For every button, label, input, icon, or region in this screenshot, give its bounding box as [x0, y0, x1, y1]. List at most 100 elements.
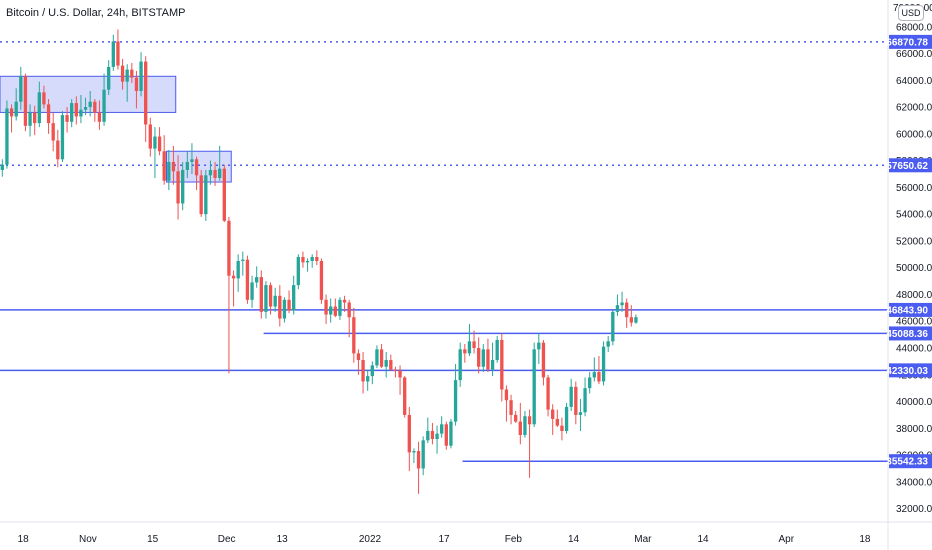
- candle-body: [194, 159, 199, 176]
- candle-body: [606, 341, 610, 347]
- candle-body: [541, 342, 546, 378]
- candle-body: [611, 311, 615, 342]
- candle-body: [9, 108, 14, 117]
- candle-body: [583, 388, 587, 413]
- candle-body: [42, 92, 46, 105]
- candle-body: [467, 341, 472, 354]
- candle-body: [578, 412, 583, 415]
- candle-body: [449, 421, 453, 446]
- candle-body: [407, 414, 411, 453]
- candle-body: [162, 151, 166, 181]
- price-tick-label: 50000.00: [896, 263, 932, 274]
- level-price-tag-label: 42330.03: [886, 366, 928, 377]
- candle-body: [324, 299, 328, 315]
- candle-body: [255, 277, 259, 283]
- price-tick-label: 48000.00: [896, 290, 932, 301]
- candle-body: [102, 89, 106, 122]
- candle-body: [435, 433, 439, 440]
- time-tick-label: 18: [18, 534, 30, 545]
- candle-body: [384, 360, 388, 367]
- candle-body: [292, 285, 296, 311]
- candles-layer: [0, 29, 638, 494]
- candle-body: [236, 261, 240, 279]
- candle-body: [273, 295, 277, 307]
- candle-body: [629, 317, 633, 323]
- time-tick-label: Dec: [218, 534, 236, 545]
- candle-body: [412, 451, 416, 453]
- candle-body: [222, 168, 226, 221]
- price-tick-label: 40000.00: [896, 397, 932, 408]
- level-price-tag-label: 45088.36: [886, 329, 928, 340]
- candle-body: [393, 369, 398, 371]
- level-price-tag: [889, 34, 932, 49]
- candle-body: [130, 69, 134, 78]
- price-tick-label: 64000.00: [896, 76, 932, 87]
- candle-body: [305, 261, 310, 263]
- candle-body: [199, 175, 203, 215]
- candle-body: [208, 169, 213, 176]
- candle-body: [370, 365, 374, 377]
- time-tick-label: Feb: [505, 534, 523, 545]
- level-price-tag: [889, 454, 932, 469]
- price-tick-label: 52000.00: [896, 236, 932, 247]
- candle-body: [338, 299, 342, 316]
- candle-body: [51, 123, 55, 141]
- candle-body: [282, 299, 287, 319]
- level-price-tag-label: 35542.33: [886, 457, 928, 468]
- candle-body: [310, 256, 314, 261]
- candle-body: [176, 171, 180, 204]
- currency-button[interactable]: USD: [898, 5, 924, 21]
- chart-title: Bitcoin / U.S. Dollar, 24h, BITSTAMP: [6, 7, 186, 19]
- candle-body: [333, 306, 337, 316]
- candle-body: [615, 305, 620, 312]
- candle-body: [268, 285, 273, 307]
- candle-body: [231, 275, 236, 279]
- candle-body: [19, 76, 23, 102]
- candle-body: [144, 61, 148, 125]
- candle-body: [153, 136, 157, 149]
- candle-body: [74, 103, 78, 117]
- candle-body: [527, 416, 532, 425]
- candle-body: [518, 421, 522, 435]
- candle-body: [14, 101, 18, 117]
- time-axis[interactable]: 18 Nov 15 Dec 13 2022 17 Feb 14 Mar 14 Apr 18: [18, 534, 871, 545]
- candle-body: [532, 349, 536, 425]
- candle-body: [379, 349, 384, 367]
- candle-body: [259, 277, 263, 312]
- candle-body: [564, 406, 569, 431]
- price-tick-label: 68000.00: [896, 22, 932, 33]
- candle-body: [46, 104, 51, 124]
- price-tick-label: 44000.00: [896, 344, 932, 355]
- candle-body: [83, 107, 88, 110]
- candle-body: [204, 175, 208, 215]
- price-tick-label: 38000.00: [896, 424, 932, 435]
- candle-body: [574, 386, 578, 415]
- candle-body: [514, 414, 518, 422]
- candle-body: [116, 41, 120, 66]
- time-tick-label: Mar: [634, 534, 652, 545]
- candle-body: [458, 349, 462, 381]
- candle-body: [523, 416, 527, 435]
- candle-body: [634, 317, 638, 323]
- level-price-tag: [889, 302, 932, 317]
- level-price-tag: [889, 158, 932, 173]
- candle-body: [398, 370, 402, 378]
- price-tick-label: 56000.00: [896, 183, 932, 194]
- time-tick-label: 15: [147, 534, 159, 545]
- candle-body: [342, 299, 347, 303]
- candle-body: [426, 430, 430, 441]
- candle-body: [347, 302, 351, 318]
- candle-body: [264, 285, 268, 312]
- candle-body: [28, 112, 32, 126]
- candle-body: [352, 317, 356, 354]
- candle-body: [93, 101, 97, 113]
- candle-body: [546, 377, 550, 410]
- level-price-tag-label: 66870.78: [886, 37, 928, 48]
- candle-body: [551, 409, 555, 419]
- candle-body: [361, 360, 365, 382]
- candle-body: [440, 424, 444, 434]
- candle-body: [97, 112, 102, 122]
- candle-body: [319, 261, 324, 300]
